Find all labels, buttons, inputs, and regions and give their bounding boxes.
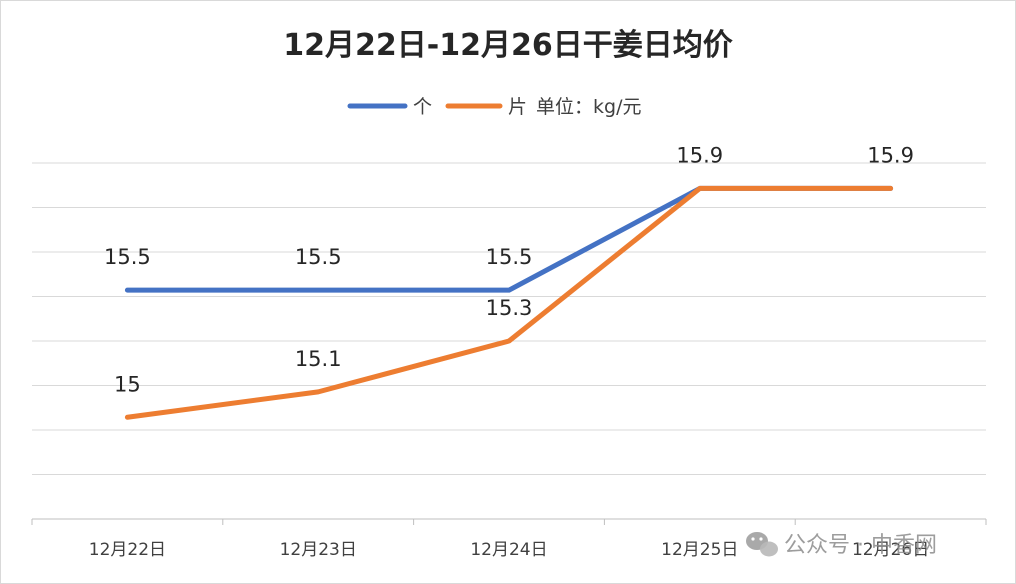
data-label-series-2: 15.9 bbox=[867, 143, 914, 167]
data-label-series-2: 15.1 bbox=[295, 347, 342, 371]
x-tick-label: 12月26日 bbox=[852, 540, 929, 560]
data-label-series-1: 15.5 bbox=[295, 245, 342, 269]
series-lines bbox=[124, 185, 894, 420]
data-label-series-2: 15.9 bbox=[676, 143, 723, 167]
data-label-series-1: 15.5 bbox=[486, 245, 533, 269]
x-tick-label: 12月23日 bbox=[280, 540, 357, 560]
legend-label-series-1: 个 bbox=[413, 96, 432, 118]
x-tick-label: 12月22日 bbox=[89, 540, 166, 560]
gridlines bbox=[32, 162, 986, 520]
data-label-series-2: 15.3 bbox=[486, 296, 533, 320]
series-line-2 bbox=[124, 185, 894, 420]
x-axis: 12月22日 12月23日 12月24日 12月25日 12月26日 bbox=[31, 519, 987, 560]
x-tick-label: 12月25日 bbox=[661, 540, 738, 560]
watermark-text: 公众号 · 中香网 bbox=[784, 533, 937, 558]
data-label-series-2: 15 bbox=[114, 372, 141, 396]
x-tick-label: 12月24日 bbox=[470, 540, 547, 560]
legend-label-series-2: 片 bbox=[508, 96, 527, 118]
chart-title: 12月22日-12月26日干姜日均价 bbox=[283, 28, 732, 63]
watermark: 公众号 · 中香网 bbox=[746, 532, 937, 558]
wechat-icon bbox=[746, 532, 778, 557]
data-label-series-1: 15.5 bbox=[104, 245, 151, 269]
legend-unit-label: 单位：kg/元 bbox=[536, 96, 641, 118]
data-labels: 15.5 15.5 15.5 15 15.1 15.3 15.9 15.9 bbox=[104, 143, 914, 396]
legend: 个 片 单位：kg/元 bbox=[347, 96, 641, 118]
series-line-1 bbox=[124, 185, 894, 293]
